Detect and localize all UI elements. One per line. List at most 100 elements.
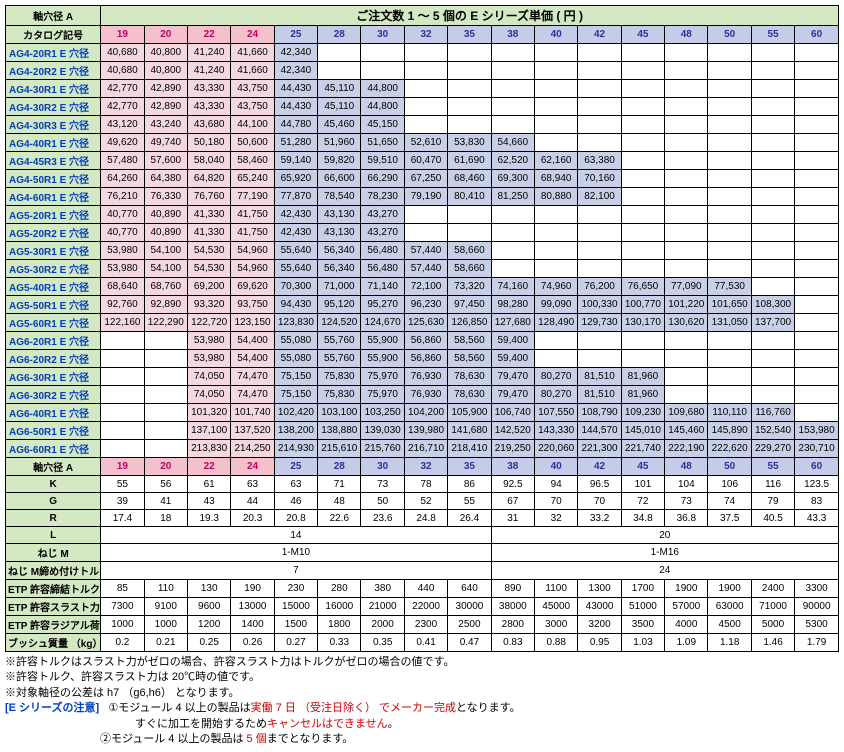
spec2-cell: 45000 [534, 598, 577, 616]
spec2-cell: 51000 [621, 598, 664, 616]
empty-cell [708, 98, 751, 116]
price-cell: 57,440 [404, 242, 447, 260]
empty-cell [795, 206, 839, 224]
empty-cell [708, 350, 751, 368]
spec-cell: 19.3 [187, 510, 230, 527]
price-cell: 215,610 [318, 440, 361, 458]
spec-cell: 55 [101, 476, 144, 493]
empty-cell [665, 116, 708, 134]
spec2-cell: 890 [491, 580, 534, 598]
footnotes: ※許容トルクはスラスト力がゼロの場合、許容スラスト力はトルクがゼロの場合の値です… [5, 655, 839, 747]
price-cell: 43,750 [231, 98, 274, 116]
spec-cell: 20.8 [274, 510, 317, 527]
price-cell: 79,190 [404, 188, 447, 206]
empty-cell [578, 224, 621, 242]
spec-cell: 43 [187, 493, 230, 510]
spec2-cell: 1.18 [708, 634, 751, 652]
empty-cell [751, 44, 794, 62]
empty-cell [751, 260, 794, 278]
spec2-cell: 1900 [665, 580, 708, 598]
spec-cell: 70 [578, 493, 621, 510]
price-cell: 58,560 [448, 332, 491, 350]
empty-cell [708, 170, 751, 188]
empty-cell [534, 260, 577, 278]
price-cell: 40,890 [144, 206, 187, 224]
span-label: ねじ M [6, 544, 101, 562]
spec-diam-hdr: 22 [187, 458, 230, 476]
price-cell: 55,760 [318, 350, 361, 368]
price-cell: 95,120 [318, 296, 361, 314]
spec-cell: 70 [534, 493, 577, 510]
price-cell: 99,090 [534, 296, 577, 314]
spec2-cell: 1500 [274, 616, 317, 634]
price-cell: 40,890 [144, 224, 187, 242]
spec-cell: 123.5 [795, 476, 839, 493]
price-cell: 221,740 [621, 440, 664, 458]
price-cell: 219,250 [491, 440, 534, 458]
price-cell: 100,330 [578, 296, 621, 314]
price-cell: 56,340 [318, 260, 361, 278]
spec2-cell: 0.25 [187, 634, 230, 652]
price-cell: 103,100 [318, 404, 361, 422]
empty-cell [751, 278, 794, 296]
diam-hdr: 20 [144, 26, 187, 44]
price-cell: 51,280 [274, 134, 317, 152]
empty-cell [144, 422, 187, 440]
spec-diam-hdr: 50 [708, 458, 751, 476]
empty-cell [751, 98, 794, 116]
empty-cell [751, 368, 794, 386]
price-cell: 74,050 [187, 386, 230, 404]
span-right: 1-M16 [491, 544, 838, 562]
empty-cell [491, 260, 534, 278]
spec2-cell: 15000 [274, 598, 317, 616]
price-cell: 74,470 [231, 386, 274, 404]
empty-cell [361, 44, 404, 62]
empty-cell [795, 152, 839, 170]
diam-hdr: 32 [404, 26, 447, 44]
price-cell: 40,800 [144, 62, 187, 80]
price-cell: 74,960 [534, 278, 577, 296]
price-cell: 43,270 [361, 224, 404, 242]
spec-cell: 79 [751, 493, 794, 510]
price-cell: 68,460 [448, 170, 491, 188]
spec-cell: 41 [144, 493, 187, 510]
empty-cell [621, 116, 664, 134]
price-cell: 152,540 [751, 422, 794, 440]
spec-cell: 74 [708, 493, 751, 510]
spec-cell: 32 [534, 510, 577, 527]
empty-cell [361, 62, 404, 80]
empty-cell [448, 80, 491, 98]
diam-hdr: 55 [751, 26, 794, 44]
price-cell: 55,900 [361, 332, 404, 350]
price-cell: 40,680 [101, 62, 144, 80]
price-cell: 58,660 [448, 260, 491, 278]
price-cell: 122,290 [144, 314, 187, 332]
spec-cell: 73 [361, 476, 404, 493]
empty-cell [144, 332, 187, 350]
hdr-catalog: カタログ記号 [6, 26, 101, 44]
diam-hdr: 50 [708, 26, 751, 44]
empty-cell [578, 98, 621, 116]
price-cell: 130,170 [621, 314, 664, 332]
spec2-cell: 0.21 [144, 634, 187, 652]
diam-hdr: 48 [665, 26, 708, 44]
price-cell: 56,480 [361, 242, 404, 260]
spec-cell: 83 [795, 493, 839, 510]
price-cell: 128,490 [534, 314, 577, 332]
price-cell: 59,400 [491, 350, 534, 368]
price-cell: 45,110 [318, 80, 361, 98]
spec-label: G [6, 493, 101, 510]
price-cell: 45,110 [318, 98, 361, 116]
empty-cell [751, 152, 794, 170]
span-left: 14 [101, 527, 491, 544]
price-cell: 122,720 [187, 314, 230, 332]
price-cell: 107,550 [534, 404, 577, 422]
price-cell: 71,140 [361, 278, 404, 296]
price-cell: 216,710 [404, 440, 447, 458]
price-cell: 69,620 [231, 278, 274, 296]
price-cell: 65,240 [231, 170, 274, 188]
diam-hdr: 60 [795, 26, 839, 44]
price-cell: 67,250 [404, 170, 447, 188]
empty-cell [404, 224, 447, 242]
empty-cell [751, 188, 794, 206]
